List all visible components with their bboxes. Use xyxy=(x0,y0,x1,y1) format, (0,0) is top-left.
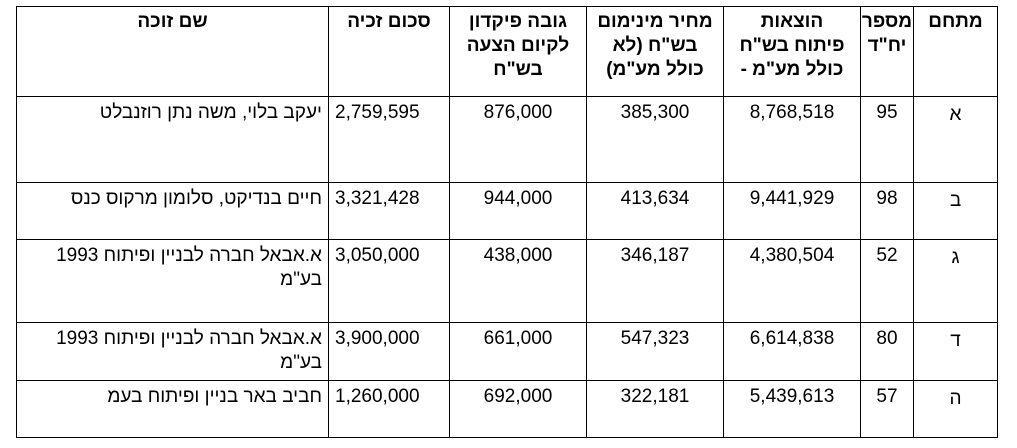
cell-winner: חיים בנדיקט, סלומון מרקוס כנס xyxy=(16,182,329,240)
cell-win-amount: 3,321,428 xyxy=(328,182,450,240)
cell-dev-cost: 9,441,929 xyxy=(723,182,861,240)
table-header-row: מתחם מספר יח"ד הוצאות פיתוח בש"ח כולל מע… xyxy=(16,6,998,97)
table-row: ב 98 9,441,929 413,634 944,000 3,321,428… xyxy=(16,182,998,240)
cell-area: א xyxy=(913,96,998,183)
cell-win-amount: 3,050,000 xyxy=(328,239,450,323)
header-min-price-line3: כולל מע"מ) xyxy=(606,59,704,80)
header-min-price: מחיר מינימום בש"ח (לא כולל מע"מ) xyxy=(586,6,724,97)
header-dev-cost: הוצאות פיתוח בש"ח כולל מע"מ - xyxy=(723,6,861,97)
table-row: ד 80 6,614,838 547,323 661,000 3,900,000… xyxy=(16,322,998,381)
header-deposit-line3: בש"ח xyxy=(493,59,543,80)
cell-units: 95 xyxy=(860,96,914,183)
cell-dev-cost: 5,439,613 xyxy=(723,380,861,438)
cell-min-price: 346,187 xyxy=(586,239,724,323)
header-units: מספר יח"ד xyxy=(860,6,914,97)
cell-deposit: 944,000 xyxy=(449,182,587,240)
cell-min-price: 547,323 xyxy=(586,322,724,381)
header-win-amount: סכום זכיה xyxy=(328,6,450,97)
cell-units: 80 xyxy=(860,322,914,381)
table-row: ג 52 4,380,504 346,187 438,000 3,050,000… xyxy=(16,239,998,323)
cell-deposit: 876,000 xyxy=(449,96,587,183)
cell-area: ג xyxy=(913,239,998,323)
header-min-price-line1: מחיר מינימום xyxy=(597,11,713,32)
header-deposit: גובה פיקדון לקיום הצעה בש"ח xyxy=(449,6,587,97)
header-area: מתחם xyxy=(913,6,998,97)
header-units-line2: יח"ד xyxy=(867,35,907,56)
cell-dev-cost: 4,380,504 xyxy=(723,239,861,323)
cell-winner: א.אבאל חברה לבניין ופיתוח 1993 בע"מ xyxy=(16,322,329,381)
tender-results-table: מתחם מספר יח"ד הוצאות פיתוח בש"ח כולל מע… xyxy=(16,6,998,438)
cell-area: ב xyxy=(913,182,998,240)
cell-win-amount: 2,759,595 xyxy=(328,96,450,183)
header-dev-cost-line2: פיתוח בש"ח xyxy=(739,35,845,56)
header-dev-cost-line3: כולל מע"מ - xyxy=(740,59,844,80)
cell-min-price: 413,634 xyxy=(586,182,724,240)
cell-units: 98 xyxy=(860,182,914,240)
header-min-price-line2: בש"ח (לא xyxy=(612,35,698,56)
cell-area: ה xyxy=(913,380,998,438)
cell-min-price: 322,181 xyxy=(586,380,724,438)
cell-dev-cost: 6,614,838 xyxy=(723,322,861,381)
cell-deposit: 661,000 xyxy=(449,322,587,381)
header-deposit-line2: לקיום הצעה xyxy=(466,35,570,56)
cell-deposit: 692,000 xyxy=(449,380,587,438)
cell-winner: א.אבאל חברה לבניין ופיתוח 1993 בע"מ xyxy=(16,239,329,323)
cell-win-amount: 3,900,000 xyxy=(328,322,450,381)
cell-units: 52 xyxy=(860,239,914,323)
cell-area: ד xyxy=(913,322,998,381)
table-row: ה 57 5,439,613 322,181 692,000 1,260,000… xyxy=(16,380,998,438)
header-winner: שם זוכה xyxy=(16,6,329,97)
cell-units: 57 xyxy=(860,380,914,438)
cell-min-price: 385,300 xyxy=(586,96,724,183)
cell-winner: יעקב בלוי, משה נתן רוזנבלט xyxy=(16,96,329,183)
header-units-line1: מספר xyxy=(861,11,913,32)
cell-winner: חביב באר בניין ופיתוח בעמ xyxy=(16,380,329,438)
table-row: א 95 8,768,518 385,300 876,000 2,759,595… xyxy=(16,96,998,183)
cell-win-amount: 1,260,000 xyxy=(328,380,450,438)
cell-deposit: 438,000 xyxy=(449,239,587,323)
header-deposit-line1: גובה פיקדון xyxy=(468,11,568,32)
header-dev-cost-line1: הוצאות xyxy=(760,11,824,32)
cell-dev-cost: 8,768,518 xyxy=(723,96,861,183)
